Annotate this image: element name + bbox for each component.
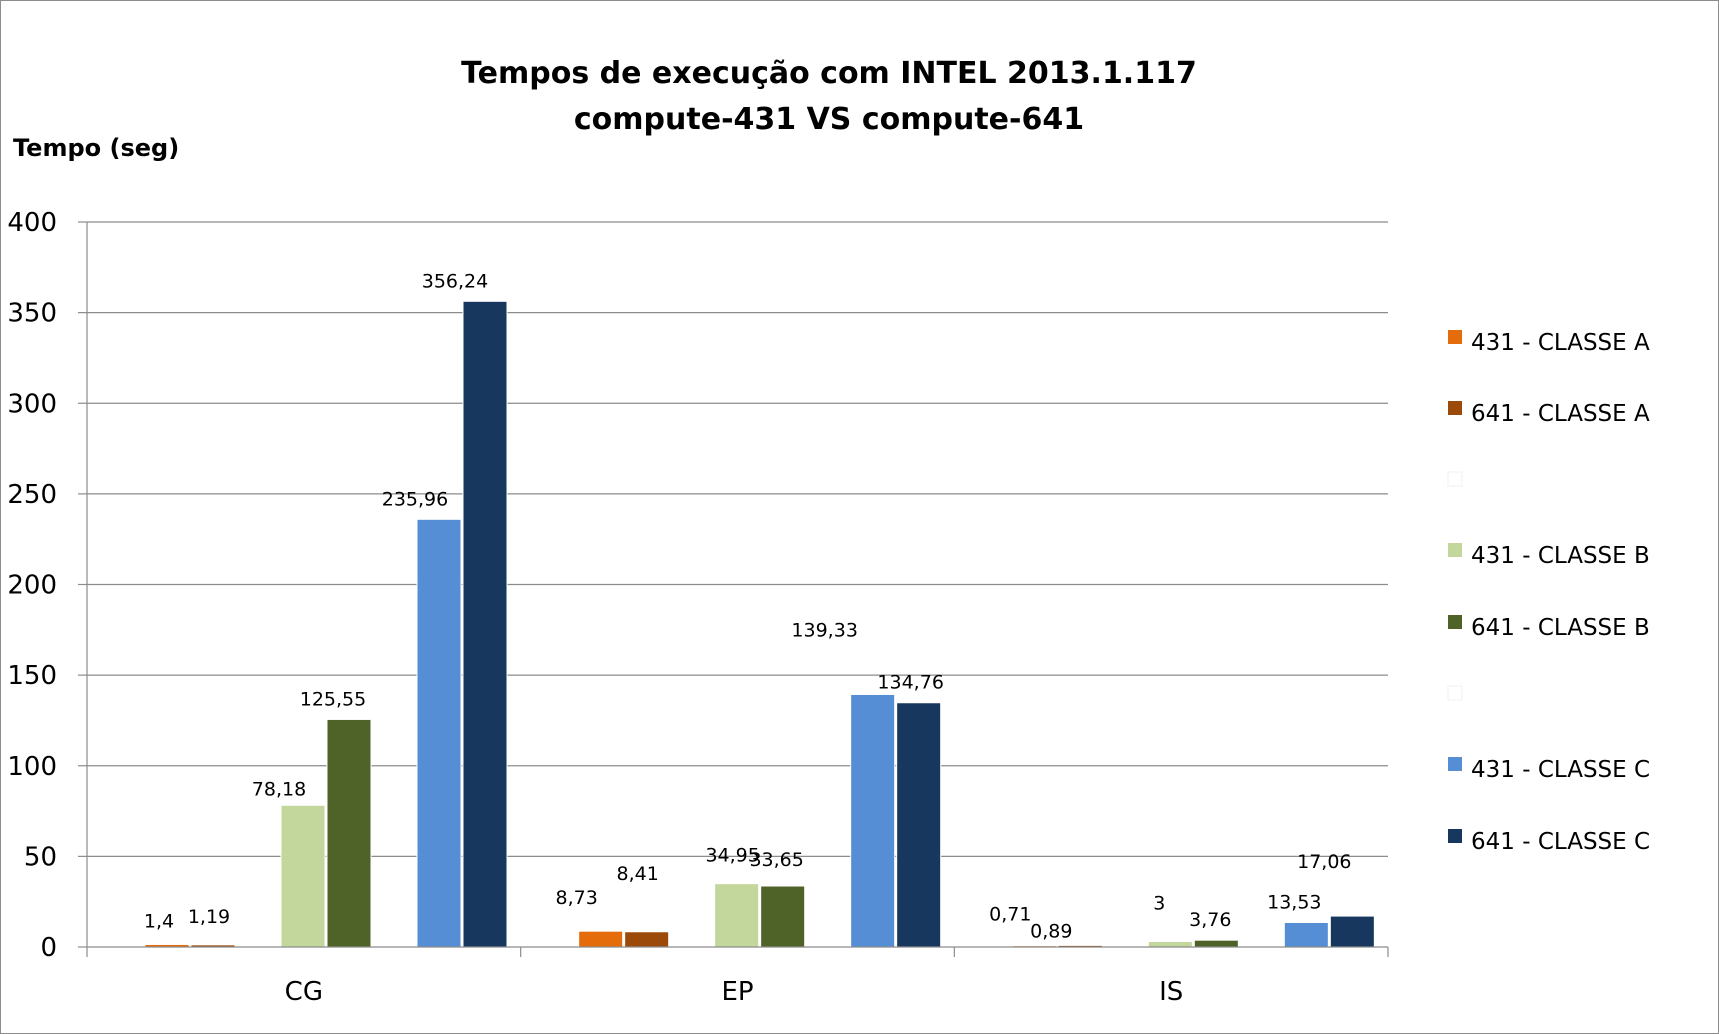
data-label: 0,89 bbox=[1030, 920, 1072, 942]
legend-label: 431 - CLASSE C bbox=[1471, 757, 1650, 783]
bar bbox=[1329, 915, 1375, 948]
x-category-label: IS bbox=[1159, 977, 1183, 1007]
legend-swatch bbox=[1448, 401, 1462, 415]
data-label: 8,73 bbox=[556, 887, 598, 909]
legend-label: 641 - CLASSE B bbox=[1471, 615, 1650, 641]
legend-swatch bbox=[1448, 615, 1462, 629]
legend: 431 - CLASSE A 641 - CLASSE A 431 - CLASSE… bbox=[1447, 330, 1650, 855]
x-category-label: EP bbox=[721, 977, 753, 1007]
legend-swatch bbox=[1448, 330, 1462, 344]
legend-blank-swatch bbox=[1447, 685, 1463, 701]
bar bbox=[416, 518, 462, 948]
y-tick-label: 100 bbox=[7, 752, 57, 782]
bar bbox=[850, 693, 896, 948]
bar bbox=[714, 883, 760, 948]
data-labels: 1,4 8,73 0,71 1,19 8,41 0,89 78,18 34,95 3 125,55… bbox=[144, 270, 1352, 942]
legend-swatch bbox=[1448, 757, 1462, 771]
legend-label: 431 - CLASSE B bbox=[1471, 543, 1650, 569]
chart-title-line-2: compute-431 VS compute-641 bbox=[574, 102, 1084, 137]
data-label: 78,18 bbox=[252, 778, 306, 800]
data-label: 13,53 bbox=[1267, 891, 1321, 913]
data-label: 1,4 bbox=[144, 910, 174, 932]
y-tick-label: 0 bbox=[40, 933, 57, 963]
axes bbox=[86, 222, 1389, 957]
bar bbox=[326, 718, 372, 948]
bar bbox=[578, 930, 624, 948]
data-label: 8,41 bbox=[617, 863, 659, 885]
data-label: 125,55 bbox=[300, 688, 366, 710]
chart-title-line-1: Tempos de execução com INTEL 2013.1.117 bbox=[461, 56, 1197, 91]
y-tick-label: 300 bbox=[7, 389, 57, 419]
y-tick-label: 250 bbox=[7, 480, 57, 510]
bar bbox=[462, 300, 508, 948]
data-label: 3 bbox=[1153, 893, 1165, 915]
data-label: 34,95 bbox=[705, 845, 759, 867]
bar bbox=[1283, 921, 1329, 948]
bars bbox=[144, 300, 1375, 948]
bar bbox=[1193, 939, 1239, 948]
bar bbox=[1147, 941, 1193, 948]
data-label: 235,96 bbox=[382, 488, 448, 510]
y-axis-ticks: 0 50 100 150 200 250 300 350 400 bbox=[7, 208, 87, 963]
bar bbox=[760, 885, 806, 948]
data-label: 134,76 bbox=[877, 672, 943, 694]
bar bbox=[624, 931, 670, 948]
legend-label: 641 - CLASSE C bbox=[1471, 829, 1650, 855]
x-axis-categories: CG EP IS bbox=[285, 977, 1184, 1007]
data-label: 139,33 bbox=[791, 619, 857, 641]
legend-label: 431 - CLASSE A bbox=[1471, 330, 1650, 356]
y-tick-label: 50 bbox=[24, 842, 57, 872]
y-axis-title: Tempo (seg) bbox=[13, 134, 179, 162]
y-tick-label: 150 bbox=[7, 661, 57, 691]
y-tick-label: 350 bbox=[7, 299, 57, 329]
legend-blank-swatch bbox=[1447, 471, 1463, 487]
y-tick-label: 200 bbox=[7, 571, 57, 601]
data-label: 33,65 bbox=[749, 849, 803, 871]
x-category-label: CG bbox=[285, 977, 323, 1007]
data-label: 0,71 bbox=[989, 904, 1031, 926]
bar bbox=[280, 804, 326, 948]
data-label: 1,19 bbox=[188, 906, 230, 928]
data-label: 17,06 bbox=[1297, 851, 1351, 873]
legend-swatch bbox=[1448, 829, 1462, 843]
data-label: 3,76 bbox=[1189, 909, 1231, 931]
y-tick-label: 400 bbox=[7, 208, 57, 238]
legend-swatch bbox=[1448, 543, 1462, 557]
bar bbox=[896, 702, 942, 948]
data-label: 356,24 bbox=[422, 270, 488, 292]
gridlines bbox=[87, 221, 1388, 857]
legend-label: 641 - CLASSE A bbox=[1471, 401, 1650, 427]
